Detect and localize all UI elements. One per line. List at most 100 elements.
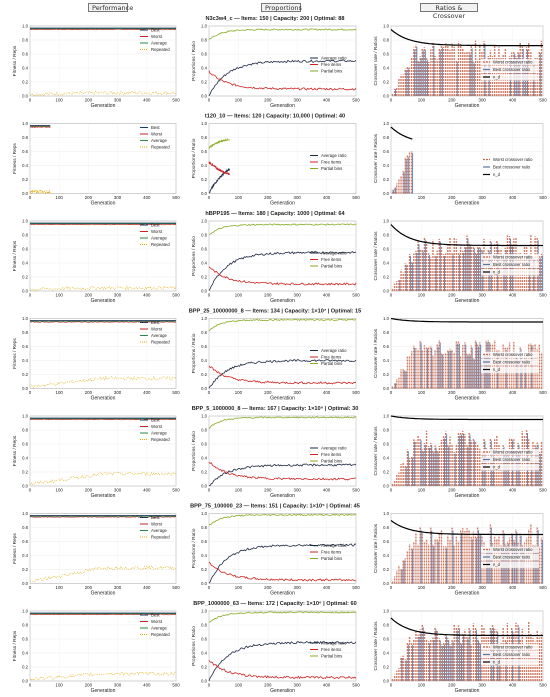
- x-tick-label: 400: [509, 293, 517, 298]
- x-tick-label: 0: [29, 585, 32, 590]
- legend-label: n_d: [493, 562, 501, 567]
- legend-label: n_d: [493, 367, 501, 372]
- y-tick-label: 0.8: [22, 525, 28, 530]
- legend-bg: [481, 254, 539, 261]
- x-tick-label: 200: [448, 98, 456, 103]
- x-tick-label: 0: [208, 390, 211, 395]
- ratios-panel: 0.0 0.2 0.4 0.6 0.8 1.0 0 100 200 300 400 500 Genera…: [373, 121, 547, 206]
- y-tick-label: 0.8: [201, 135, 207, 140]
- series-average-ratio: [208, 250, 357, 291]
- series-free-items: [208, 161, 230, 176]
- x-tick-label: 0: [29, 390, 32, 395]
- legend-label: Repeated: [151, 145, 170, 150]
- performance-panel: 0.0 0.2 0.4 0.6 0.8 1.0 0 100 200 300 400 500 Genera…: [12, 24, 180, 109]
- plot-frame: [208, 123, 357, 194]
- x-tick-label: 200: [448, 585, 456, 590]
- y-tick-label: 0.8: [201, 233, 207, 238]
- y-tick-label: 0.4: [383, 358, 389, 363]
- ratios-panel: 0.0 0.2 0.4 0.6 0.8 1.0 0 100 200 300 400 500 Genera…: [373, 24, 547, 109]
- x-tick-label: 300: [479, 683, 487, 688]
- y-tick-label: 0.4: [201, 651, 207, 656]
- legend-label: Free items: [321, 160, 341, 165]
- legend-label: Average ratio: [321, 543, 347, 548]
- series-average-ratio: [208, 359, 357, 389]
- x-axis-label: Generation: [455, 688, 480, 694]
- y-tick-label: 0.8: [201, 428, 207, 433]
- y-tick-label: 0.6: [383, 344, 389, 349]
- x-tick-label: 300: [114, 98, 122, 103]
- plot-frame: [208, 318, 357, 389]
- y-axis-label: Proportions / Ratio: [191, 138, 197, 178]
- ratios-panel: 0.0 0.2 0.4 0.6 0.8 1.0 0 100 200 300 400 500 Genera…: [373, 609, 547, 694]
- y-axis-label: Crossover rate / Ratios: [373, 231, 379, 281]
- y-axis-label: Proportions / Ratio: [191, 528, 197, 568]
- performance-panel: 0.0 0.2 0.4 0.6 0.8 1.0 0 100 200 300 400 500 Genera…: [12, 316, 180, 401]
- series-worst: [29, 516, 177, 518]
- plot-frame: [208, 415, 357, 487]
- x-axis-label: Generation: [455, 396, 480, 402]
- y-tick-label: 0.0: [22, 191, 28, 196]
- y-tick-label: 1.0: [383, 414, 389, 419]
- x-axis-label: Generation: [91, 103, 116, 109]
- y-tick-label: 0.4: [22, 66, 28, 71]
- legend-label: Average ratio: [321, 446, 347, 451]
- series-average-ratio: [208, 543, 357, 584]
- series-repeated: [29, 189, 51, 195]
- legend-label: Repeated: [151, 242, 170, 247]
- x-tick-label: 500: [352, 585, 360, 590]
- y-tick-label: 0.0: [383, 191, 389, 196]
- series-repeated: [29, 375, 177, 389]
- x-tick-label: 400: [509, 390, 517, 395]
- y-tick-label: 0.0: [22, 386, 28, 391]
- chart-row-5: BPP_5_1000000_8 — Items: 167 | Capacity:…: [12, 406, 547, 499]
- y-tick-label: 0.0: [22, 581, 28, 586]
- series-worst: [29, 125, 51, 129]
- y-tick-label: 0.4: [201, 261, 207, 266]
- x-tick-label: 400: [509, 98, 517, 103]
- legend-label: Worst: [151, 327, 163, 332]
- y-axis-label: Fitness / Reps: [12, 435, 18, 466]
- x-tick-label: 300: [479, 98, 487, 103]
- legend-label: Best crossover ratio: [493, 262, 531, 267]
- legend-label: Best crossover ratio: [493, 67, 531, 72]
- legend-label: Worst crossover ratio: [493, 547, 533, 552]
- series-partial-bins: [208, 137, 230, 149]
- legend-label: Best: [151, 515, 160, 520]
- legend-label: Worst crossover ratio: [493, 60, 533, 65]
- chart-row-3: hBPP195 — Items: 180 | Capacity: 1000 | …: [12, 211, 547, 304]
- y-tick-label: 0.0: [201, 94, 207, 99]
- y-tick-label: 1.0: [383, 609, 389, 614]
- legend-bg: [481, 464, 539, 471]
- y-tick-label: 0.2: [201, 665, 207, 670]
- legend-label: Best crossover ratio: [493, 360, 531, 365]
- x-tick-label: 100: [56, 683, 64, 688]
- y-axis-label: Fitness / Reps: [12, 630, 18, 661]
- proportions-panel: 0.0 0.2 0.4 0.6 0.8 1.0 0 100 200 300 400 500 Genera…: [191, 609, 360, 694]
- x-tick-label: 300: [479, 390, 487, 395]
- x-tick-label: 500: [352, 390, 360, 395]
- y-tick-label: 0.2: [201, 275, 207, 280]
- y-tick-label: 0.0: [22, 484, 28, 489]
- x-axis-label: Generation: [270, 103, 295, 109]
- legend-ratios: Worst crossover ratio Best crossover rati…: [481, 449, 539, 471]
- x-tick-label: 100: [418, 293, 426, 298]
- x-tick-label: 300: [479, 195, 487, 200]
- legend-bg: [481, 164, 539, 171]
- chart-row-6: BPP_75_100000_23 — Items: 151 | Capacity…: [12, 504, 547, 597]
- ratios-panel: 0.0 0.2 0.4 0.6 0.8 1.0 0 100 200 300 400 500 Genera…: [373, 511, 547, 596]
- y-tick-label: 1.0: [201, 219, 207, 224]
- x-tick-label: 200: [85, 683, 93, 688]
- x-tick-label: 300: [114, 488, 122, 493]
- legend-label: Partial bins: [321, 166, 342, 171]
- legend-bg: [481, 546, 539, 553]
- x-tick-label: 500: [539, 98, 547, 103]
- x-tick-label: 500: [539, 488, 547, 493]
- x-tick-label: 0: [208, 98, 211, 103]
- y-tick-label: 0.8: [383, 38, 389, 43]
- y-tick-label: 0.4: [22, 553, 28, 558]
- x-axis-label: Generation: [455, 493, 480, 499]
- x-tick-label: 400: [509, 488, 517, 493]
